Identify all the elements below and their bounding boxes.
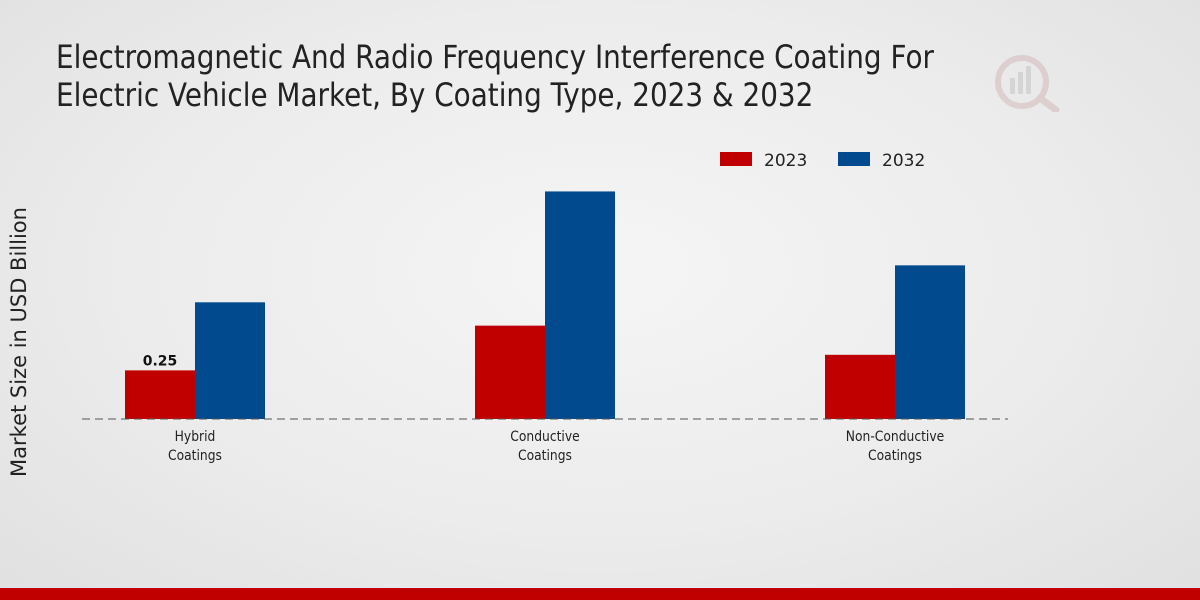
y-axis-label: Market Size in USD Billion	[7, 207, 31, 477]
legend: 2023 2032	[720, 151, 925, 171]
legend-swatch-2023	[720, 152, 752, 166]
brand-logo-icon	[995, 55, 1060, 112]
bar-2032-2	[895, 265, 965, 419]
bar-2032-0	[195, 302, 265, 419]
chart-title: Electromagnetic And Radio Frequency Inte…	[56, 38, 934, 114]
x-tick-label-0: Hybrid Coatings	[168, 429, 222, 464]
legend-label-2032: 2032	[882, 151, 925, 171]
legend-swatch-2032	[838, 152, 870, 166]
bars-group	[125, 191, 965, 419]
legend-label-2023: 2023	[764, 151, 807, 171]
x-tick-label-2: Non-Conductive Coatings	[846, 429, 944, 464]
footer-accent-bar	[0, 588, 1200, 600]
data-label-0: 0.25	[143, 353, 178, 369]
bar-2032-1	[545, 191, 615, 419]
x-axis-labels: Hybrid Coatings Conductive Coatings Non-Cond…	[168, 429, 944, 464]
data-labels-group: 0.25	[143, 353, 178, 369]
bar-2023-0	[125, 370, 195, 419]
x-tick-label-1: Conductive Coatings	[510, 429, 579, 464]
bar-2023-2	[825, 354, 895, 419]
bar-2023-1	[475, 325, 545, 419]
